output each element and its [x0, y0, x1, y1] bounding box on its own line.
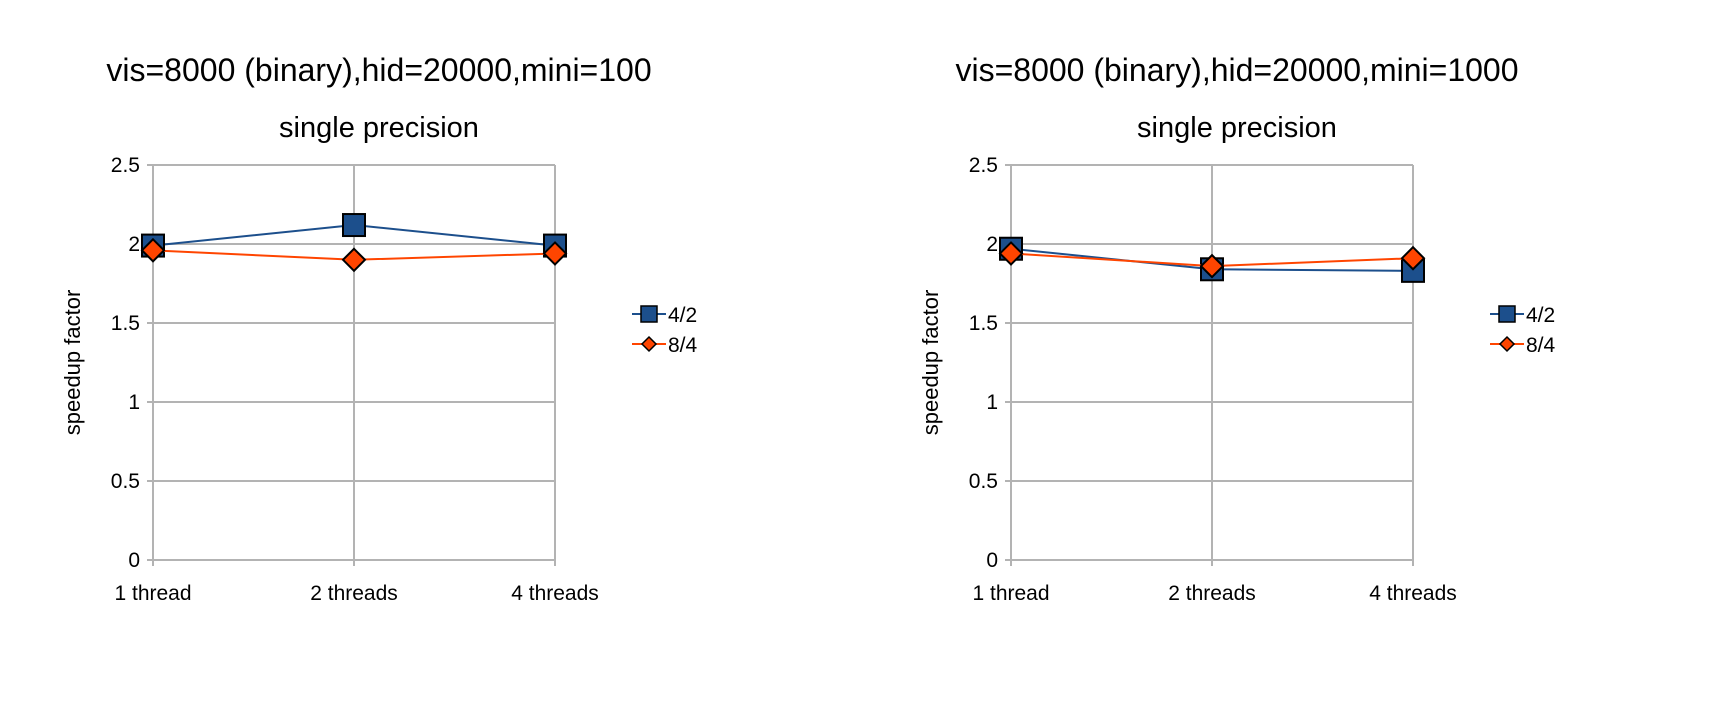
chart-title: vis=8000 (binary),hid=20000,mini=1000	[955, 52, 1519, 88]
y-tick-label: 2	[986, 233, 998, 256]
chart-subtitle: single precision	[279, 112, 479, 144]
x-tick-label: 2 threads	[1168, 582, 1256, 605]
data-point	[1400, 245, 1426, 271]
legend-marker	[1498, 335, 1516, 353]
x-tick-label: 2 threads	[310, 582, 398, 605]
y-tick-label: 2.5	[111, 154, 140, 177]
chart-plot: 0 0.5 1 1.5 2 2.5 1 thread 2 threads 4 threads sp…	[918, 154, 1556, 605]
legend-marker	[640, 305, 658, 323]
chart-panel-1: vis=8000 (binary),hid=20000,mini=100 sin…	[60, 52, 698, 605]
y-tick-label: 1	[986, 391, 998, 414]
y-tick-label: 2.5	[969, 154, 998, 177]
legend-label: 8/4	[1526, 334, 1556, 357]
y-tick-label: 0.5	[111, 470, 140, 493]
data-point	[1199, 253, 1225, 279]
y-tick-label: 0.5	[969, 470, 998, 493]
legend-label: 4/2	[1526, 304, 1555, 327]
legend-marker	[640, 335, 658, 353]
data-point	[342, 213, 366, 238]
x-tick-label: 1 thread	[972, 582, 1049, 605]
legend-label: 4/2	[668, 304, 697, 327]
x-tick-label: 4 threads	[511, 582, 599, 605]
data-point	[341, 247, 367, 273]
chart-subtitle: single precision	[1137, 112, 1337, 144]
y-tick-label: 1.5	[969, 312, 998, 335]
chart-title: vis=8000 (binary),hid=20000,mini=100	[106, 52, 652, 88]
x-tick-label: 4 threads	[1369, 582, 1457, 605]
y-tick-label: 0	[128, 549, 140, 572]
legend-marker	[1498, 305, 1516, 323]
chart-panel-2: vis=8000 (binary),hid=20000,mini=1000 si…	[858, 0, 1716, 718]
y-tick-label: 1	[128, 391, 140, 414]
data-point	[542, 241, 568, 266]
y-axis-title: speedup factor	[60, 290, 85, 436]
y-tick-label: 0	[986, 549, 998, 572]
legend-label: 8/4	[668, 334, 698, 357]
chart-plot: 0 0.5 1 1.5 2 2.5 1 thread 2 threads 4 threads sp…	[60, 154, 698, 605]
data-point	[998, 241, 1024, 266]
y-tick-label: 1.5	[111, 312, 140, 335]
y-tick-label: 2	[128, 233, 140, 256]
data-point	[140, 237, 166, 263]
y-axis-title: speedup factor	[918, 290, 943, 436]
x-tick-label: 1 thread	[114, 582, 191, 605]
